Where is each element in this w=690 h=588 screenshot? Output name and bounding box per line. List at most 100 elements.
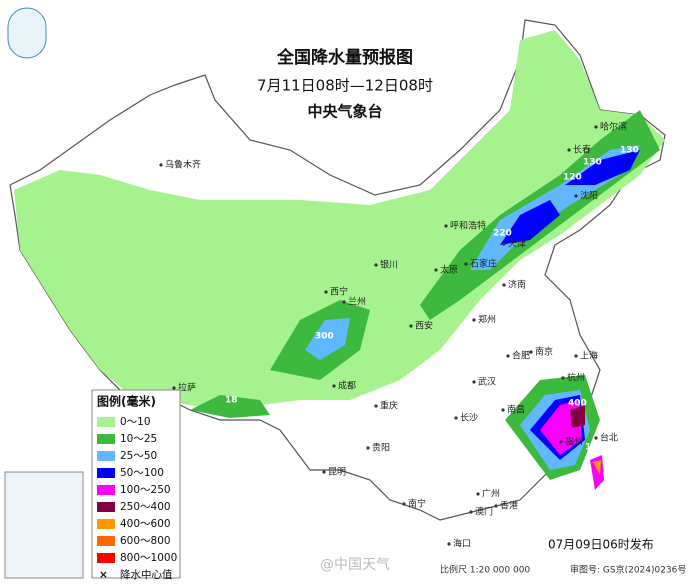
south-sea-inset [4, 471, 84, 579]
legend-label: 0～10 [120, 416, 151, 428]
city-label: 长沙 [460, 412, 478, 424]
center-value: 1000 [585, 443, 610, 453]
issued: 07月09日06时发布 [548, 537, 654, 552]
city-label: 郑州 [478, 314, 496, 326]
city-dot [374, 263, 378, 267]
city-label: 石家庄 [470, 258, 497, 270]
legend-symbol: × [99, 569, 108, 581]
rain-400-600 [593, 460, 601, 475]
logo [7, 7, 47, 59]
city-dot [476, 492, 480, 496]
city-dot [594, 125, 598, 129]
city-label: 南京 [535, 346, 553, 358]
legend-swatch [97, 434, 115, 444]
legend-swatch [97, 451, 115, 461]
city-dot [447, 542, 451, 546]
city-dot [464, 262, 468, 266]
city-dot [366, 446, 370, 450]
city-label: 杭州 [567, 372, 585, 384]
city-dot [502, 283, 506, 287]
city-dot [594, 436, 598, 440]
center-value: 400 [568, 399, 587, 409]
center-value: 130 [620, 146, 639, 156]
title: 全国降水量预报图 [276, 47, 413, 68]
legend-label: 250～400 [120, 501, 171, 513]
city-label: 香港 [500, 500, 518, 512]
center-marks: 130 130 120 220 300 18 400 1000 [225, 146, 639, 453]
center-value: 300 [315, 332, 334, 342]
rain-0-10 [14, 30, 665, 410]
city-dot [332, 384, 336, 388]
city-dot [574, 354, 578, 358]
legend-swatch [97, 536, 115, 546]
city-label: 乌鲁木齐 [165, 159, 201, 171]
city-dot [574, 194, 578, 198]
legend-items: 0～10 10～25 25～50 50～100 100～250 250～400 400～60… [97, 416, 177, 581]
city-dot [322, 470, 326, 474]
city-dot [444, 224, 448, 228]
city-dot [342, 300, 346, 304]
legend-label: 10～25 [120, 433, 157, 445]
rain-50-100 [500, 150, 640, 245]
legend-swatch [97, 553, 115, 563]
period: 7月11日08时—12日08时 [257, 77, 433, 95]
center-value: 120 [563, 173, 582, 183]
city-label: 天津 [508, 239, 526, 250]
city-dot [472, 318, 476, 322]
city-dot [324, 290, 328, 294]
legend-swatch [97, 519, 115, 529]
watermark: @中国天气 [320, 557, 390, 573]
legend-label: 降水中心值 [120, 568, 173, 581]
city-dot [472, 380, 476, 384]
city-label: 台北 [600, 432, 618, 444]
city-dot [567, 148, 571, 152]
city-dot [159, 163, 163, 167]
city-label: 呼和浩特 [450, 220, 486, 232]
rain-areas [14, 30, 665, 490]
city-label: 贵阳 [372, 442, 390, 454]
center-value: 130 [583, 158, 602, 168]
city-label: 沈阳 [580, 190, 598, 202]
approval: 审图号: GS京(2024)0236号 [570, 564, 686, 576]
city-label: 西宁 [330, 286, 348, 298]
city-dot [454, 416, 458, 420]
city-label: 西安 [415, 320, 433, 332]
rain-100-250 [540, 400, 604, 490]
city-label: 长春 [573, 144, 591, 156]
center-value: 220 [493, 229, 512, 239]
city-dot [409, 324, 413, 328]
legend-label: 400～600 [120, 518, 171, 530]
city-dot [561, 376, 565, 380]
scale: 比例尺 1:20 000 000 [440, 564, 530, 576]
legend-label: 800～1000 [120, 552, 177, 564]
city-dot [502, 242, 506, 246]
city-label: 澳门 [475, 506, 493, 518]
legend-title: 图例(毫米) [97, 394, 156, 409]
city-label: 福州 [565, 436, 583, 448]
city-dot [529, 350, 533, 354]
city-label: 昆明 [328, 467, 346, 478]
legend-label: 600～800 [120, 535, 171, 547]
city-dot [434, 268, 438, 272]
rain-10-25 [190, 395, 270, 418]
city-dot [374, 404, 378, 408]
city-dot [559, 440, 563, 444]
legend-swatch [97, 502, 115, 512]
city-label: 重庆 [380, 400, 398, 412]
center-value: 18 [225, 396, 238, 406]
city-label: 济南 [508, 279, 526, 291]
city-label: 成都 [338, 380, 356, 392]
city-label: 太原 [440, 264, 458, 276]
city-label: 拉萨 [178, 382, 196, 394]
rain-25-50 [305, 318, 350, 360]
city-label: 合肥 [512, 350, 530, 362]
legend-swatch [97, 417, 115, 427]
legend-swatch [97, 468, 115, 478]
issuer: 中央气象台 [307, 103, 382, 121]
legend-label: 25～50 [120, 450, 157, 462]
city-label: 广州 [482, 488, 500, 500]
legend-label: 100～250 [120, 484, 171, 496]
city-label: 哈尔滨 [600, 121, 627, 133]
